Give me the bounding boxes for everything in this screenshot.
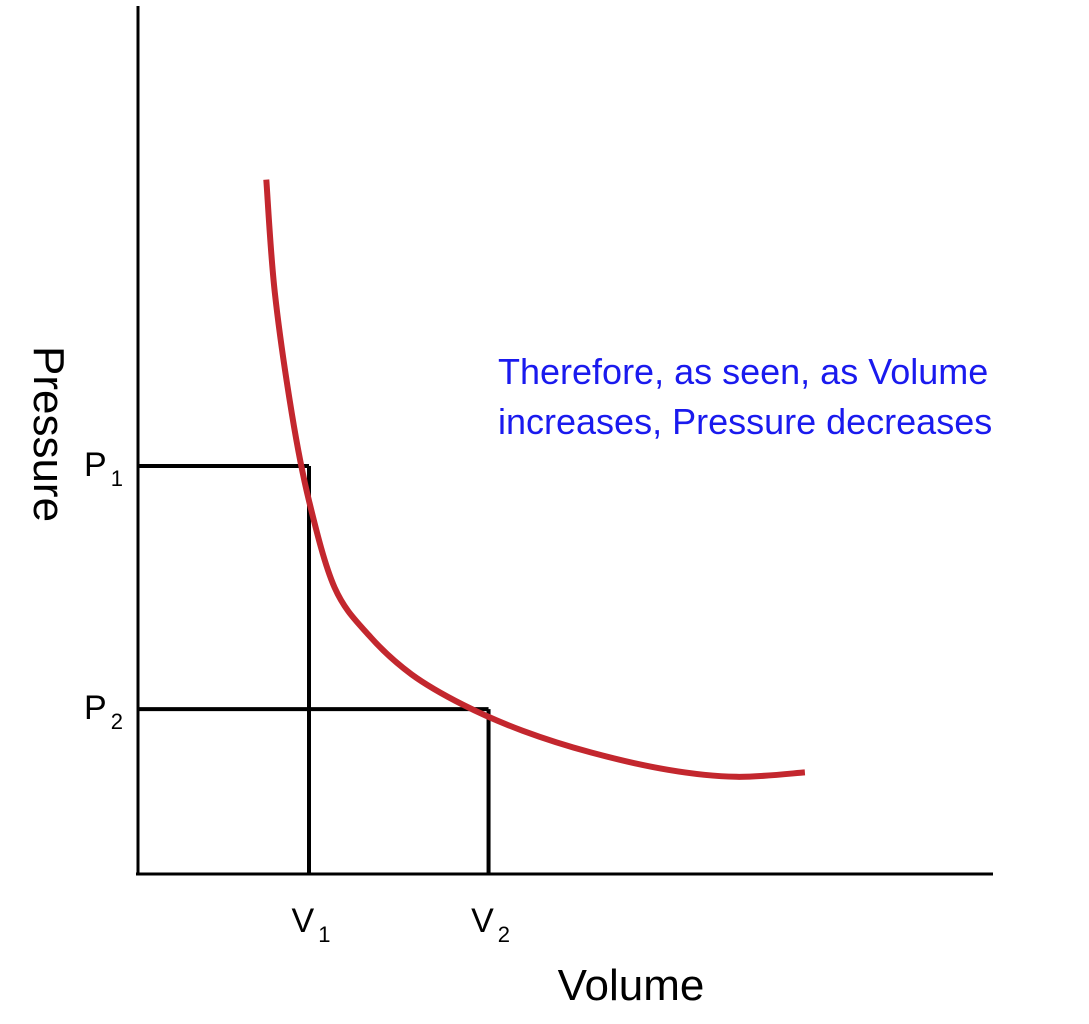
tick-labels: V 1 V 2P 1P 2 xyxy=(84,446,510,947)
x-tick-label-1-base: V xyxy=(292,902,315,940)
y-axis-title: Pressure xyxy=(24,346,73,522)
x-tick-label-1-subscript: 1 xyxy=(318,922,330,947)
x-tick-label-2-base: V xyxy=(471,902,494,940)
y-tick-label-2-base: P xyxy=(84,689,107,727)
y-tick-label-1-subscript: 1 xyxy=(111,466,123,491)
y-tick-label-2-subscript: 2 xyxy=(111,709,123,734)
pressure-volume-curve xyxy=(263,179,806,780)
y-tick-label-1-base: P xyxy=(84,446,107,484)
guide-lines xyxy=(138,464,491,874)
annotation-line-1: Therefore, as seen, as Volume xyxy=(498,351,988,392)
annotation-line-2: increases, Pressure decreases xyxy=(498,401,992,442)
x-axis-title: Volume xyxy=(558,961,705,1010)
annotation-text: Therefore, as seen, as Volume increases,… xyxy=(498,351,998,442)
x-tick-label-2-subscript: 2 xyxy=(498,922,510,947)
